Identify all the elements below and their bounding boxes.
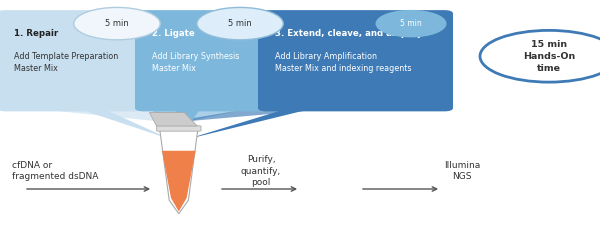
Text: 15 min
Hands-On
time: 15 min Hands-On time [523, 40, 575, 72]
FancyBboxPatch shape [135, 10, 270, 111]
Polygon shape [144, 106, 261, 122]
Polygon shape [149, 112, 197, 126]
Polygon shape [6, 106, 198, 122]
Polygon shape [162, 151, 196, 211]
Text: 5 min: 5 min [105, 19, 129, 28]
Circle shape [376, 11, 446, 37]
Circle shape [480, 30, 600, 82]
Text: 1. Repair: 1. Repair [14, 29, 58, 38]
FancyBboxPatch shape [258, 10, 453, 111]
Circle shape [74, 7, 160, 40]
Text: 5 min: 5 min [400, 19, 422, 28]
Polygon shape [73, 107, 171, 140]
FancyBboxPatch shape [0, 10, 144, 111]
Circle shape [197, 7, 283, 40]
Text: cfDNA or
fragmented dsDNA: cfDNA or fragmented dsDNA [12, 161, 98, 181]
Text: 5 min: 5 min [228, 19, 252, 28]
Polygon shape [160, 128, 198, 214]
Text: Add Library Amplification
Master Mix and indexing reagents: Add Library Amplification Master Mix and… [275, 52, 412, 72]
FancyBboxPatch shape [157, 126, 201, 131]
Text: 2. Ligate: 2. Ligate [152, 29, 194, 38]
Text: 3. Extend, cleave, and amplify: 3. Extend, cleave, and amplify [275, 29, 422, 38]
Text: Add Library Synthesis
Master Mix: Add Library Synthesis Master Mix [152, 52, 239, 72]
Polygon shape [186, 107, 319, 140]
Text: Illumina
NGS: Illumina NGS [444, 161, 480, 181]
Text: Purify,
quantify,
pool: Purify, quantify, pool [241, 155, 281, 187]
Text: Add Template Preparation
Master Mix: Add Template Preparation Master Mix [14, 52, 118, 72]
Polygon shape [173, 106, 364, 122]
Polygon shape [175, 107, 202, 140]
